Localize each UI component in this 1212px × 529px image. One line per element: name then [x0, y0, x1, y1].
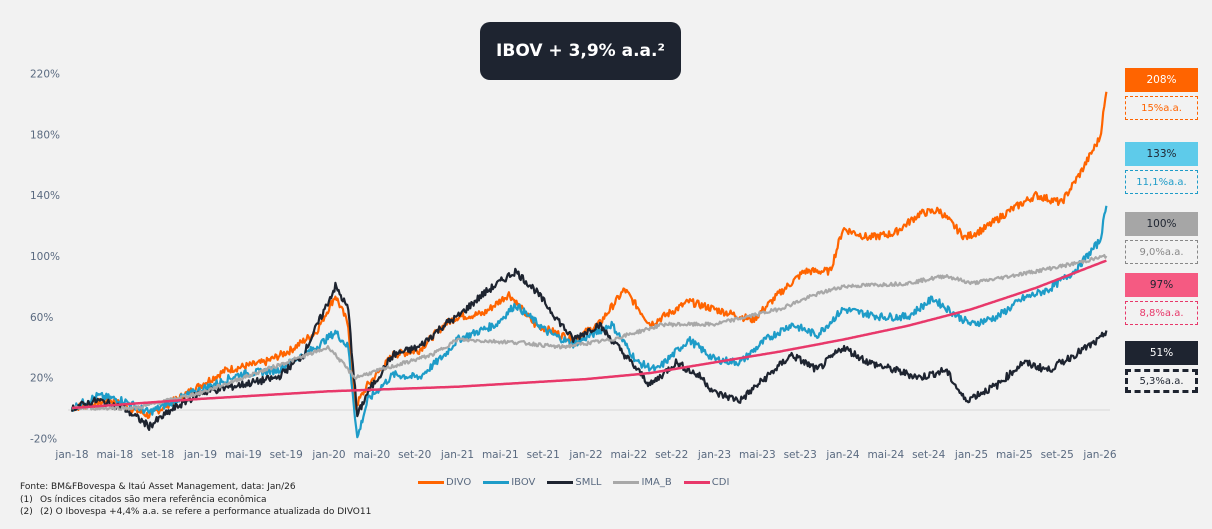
x-tick-label: jan-25: [954, 449, 988, 461]
series-line-smll: [70, 267, 1108, 431]
legend-swatch: [613, 481, 640, 484]
total-return-badge: 51%: [1125, 341, 1198, 365]
x-tick-label: mai-20: [353, 449, 390, 461]
x-tick-label: set-19: [270, 449, 303, 461]
total-return-badge: 208%: [1125, 68, 1198, 92]
chart-title-badge: IBOV + 3,9% a.a.²: [480, 22, 681, 80]
legend-item: DIVO: [418, 477, 471, 488]
x-tick-label: jan-23: [697, 449, 731, 461]
legend-label: IBOV: [511, 477, 536, 488]
x-tick-label: jan-19: [183, 449, 217, 461]
total-return-badge: 133%: [1125, 142, 1198, 166]
x-tick-label: mai-19: [225, 449, 262, 461]
legend-label: SMLL: [575, 477, 602, 488]
annual-return-badge: 5,3%a.a.: [1125, 369, 1198, 393]
footnotes: Fonte: BM&FBovespa & Itaú Asset Manageme…: [20, 481, 371, 519]
x-tick-label: jan-21: [440, 449, 474, 461]
x-tick-label: jan-18: [54, 449, 88, 461]
x-tick-label: set-18: [141, 449, 174, 461]
note-number: (2): [20, 507, 33, 517]
x-tick-label: set-22: [655, 449, 688, 461]
legend-swatch: [483, 481, 510, 484]
y-tick-label: -20%: [30, 433, 57, 445]
y-tick-label: 180%: [30, 129, 60, 141]
y-tick-label: 140%: [30, 190, 60, 202]
x-tick-label: set-20: [398, 449, 431, 461]
x-tick-label: jan-20: [311, 449, 345, 461]
annual-return-badge: 9,0%a.a.: [1125, 240, 1198, 264]
total-return-badge: 97%: [1125, 273, 1198, 297]
legend-label: CDI: [711, 477, 730, 488]
legend-swatch: [683, 481, 710, 484]
series-line-cdi: [71, 259, 1107, 410]
legend-swatch: [418, 481, 444, 484]
y-tick-label: 60%: [30, 312, 53, 324]
series-line-divo: [71, 91, 1108, 420]
series-line-ima_b: [71, 254, 1108, 411]
annual-return-badge: 8,8%a.a.: [1125, 301, 1198, 325]
legend-label: IMA_B: [641, 477, 672, 488]
x-tick-label: mai-22: [610, 449, 647, 461]
annual-return-badge: 15%a.a.: [1125, 96, 1198, 120]
x-tick-label: jan-22: [568, 449, 602, 461]
legend-item: IBOV: [483, 477, 535, 488]
x-tick-label: mai-21: [482, 449, 519, 461]
total-return-badge: 100%: [1125, 212, 1198, 236]
x-tick-label: jan-24: [825, 449, 859, 461]
annual-return-badge: 11,1%a.a.: [1125, 170, 1198, 194]
y-tick-label: 220%: [30, 69, 60, 81]
x-tick-label: mai-24: [867, 449, 904, 461]
source-note: Fonte: BM&FBovespa & Itaú Asset Manageme…: [20, 482, 296, 492]
note-2: (2) O Ibovespa +4,4% a.a. se refere a pe…: [40, 507, 372, 517]
legend-item: SMLL: [547, 477, 601, 488]
x-tick-label: mai-18: [96, 449, 133, 461]
x-tick-label: set-25: [1041, 449, 1074, 461]
note-number: (1): [20, 494, 33, 505]
legend-item: CDI: [683, 477, 730, 488]
x-tick-label: mai-25: [996, 449, 1033, 461]
x-tick-label: set-21: [527, 449, 560, 461]
x-tick-label: jan-26: [1082, 449, 1116, 461]
legend-item: IMA_B: [613, 477, 672, 488]
x-tick-label: mai-23: [739, 449, 776, 461]
x-tick-label: set-23: [784, 449, 817, 461]
legend-swatch: [547, 481, 574, 484]
y-tick-label: 100%: [30, 251, 60, 263]
series-line-ibov: [70, 205, 1108, 439]
note-1: Os índices citados são mera referência e…: [40, 494, 267, 505]
legend-label: DIVO: [446, 477, 472, 488]
y-tick-label: 20%: [30, 373, 53, 385]
legend: DIVO IBOV SMLL IMA_B CDI: [418, 477, 729, 488]
x-tick-label: set-24: [912, 449, 946, 461]
